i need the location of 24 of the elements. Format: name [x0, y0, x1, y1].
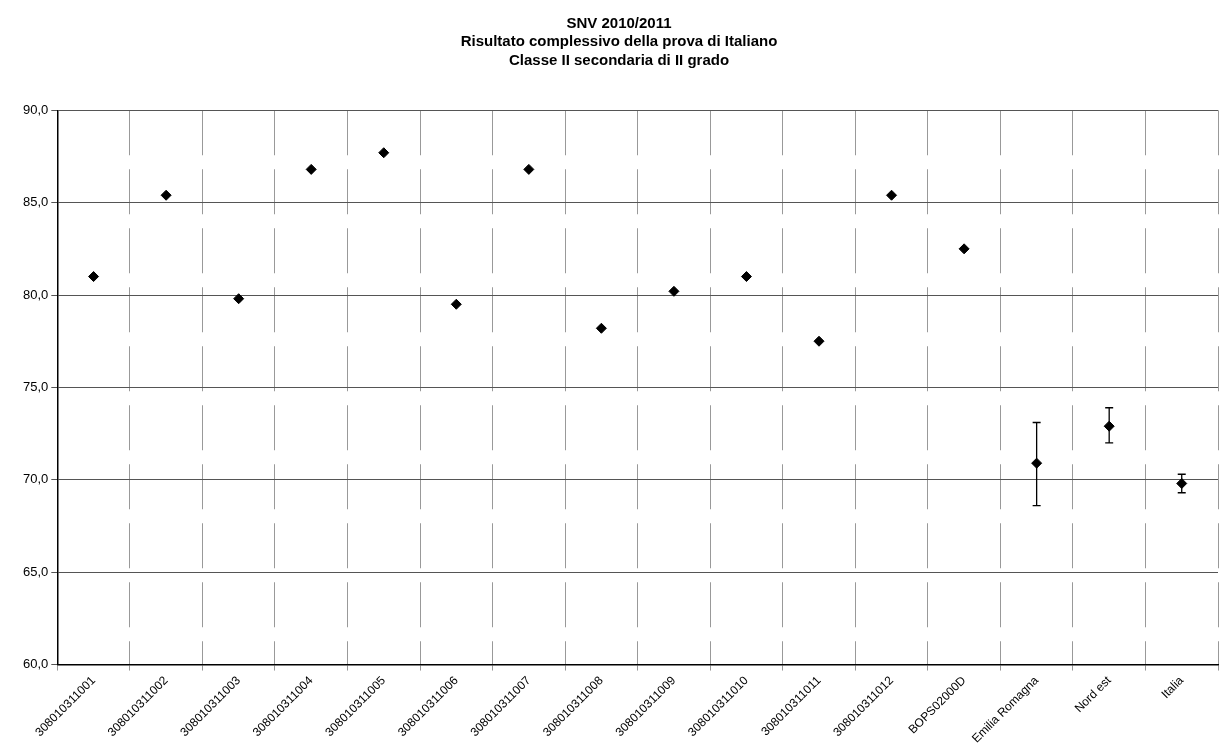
y-tick-label: 65,0 [22, 563, 49, 579]
y-tick-label: 80,0 [22, 286, 49, 302]
point [305, 163, 317, 175]
point [958, 243, 970, 255]
y-tick-label: 60,0 [22, 656, 49, 672]
chart-title: SNV 2010/2011 Risultato complessivo della prova di Italiano Classe II secondaria di II grado [460, 13, 778, 69]
y-tick-label: 85,0 [22, 194, 49, 210]
y-tick-label: 70,0 [22, 471, 49, 487]
point [378, 147, 390, 159]
x-tick-label: Italia [1158, 673, 1187, 702]
point [668, 285, 680, 297]
point [1031, 457, 1043, 469]
y-tick-label: 75,0 [22, 378, 49, 394]
y-tick-label: 90,0 [22, 101, 49, 117]
point [160, 189, 172, 201]
point [523, 163, 535, 175]
point [233, 293, 245, 305]
point [740, 271, 752, 283]
point [450, 298, 462, 310]
point [813, 335, 825, 347]
point [886, 189, 898, 201]
point [1176, 477, 1188, 489]
point [88, 271, 100, 283]
point [595, 322, 607, 334]
